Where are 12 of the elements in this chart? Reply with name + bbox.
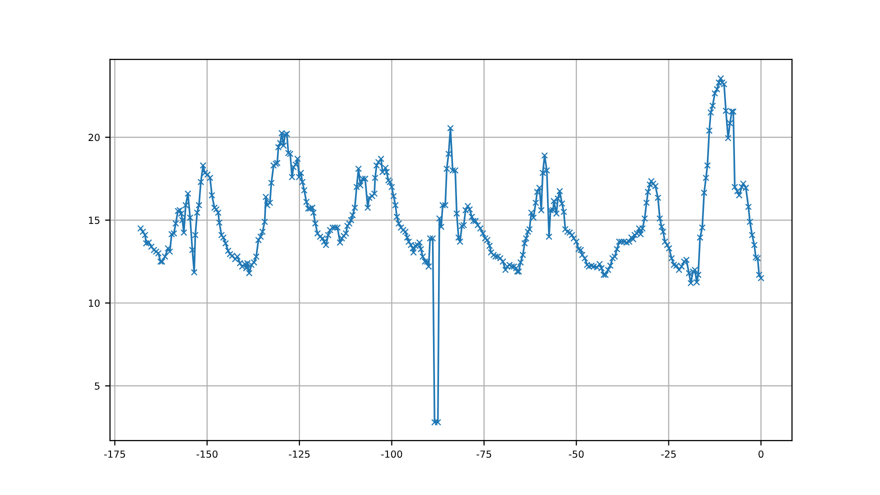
x-tick-label: -125: [288, 450, 310, 458]
y-tick-label: 15: [88, 216, 100, 224]
x-tick-label: -75: [476, 450, 492, 458]
x-tick-label: -25: [661, 450, 676, 458]
y-tick-label: 10: [88, 299, 100, 307]
y-tick-label: 20: [88, 134, 100, 142]
x-tick-label: -50: [568, 450, 584, 458]
y-tick-label: 5: [94, 382, 100, 390]
x-tick-label: 0: [758, 450, 764, 458]
x-tick-label: -150: [196, 450, 218, 458]
x-tick-label: -175: [104, 450, 125, 458]
x-tick-label: -100: [381, 450, 402, 458]
